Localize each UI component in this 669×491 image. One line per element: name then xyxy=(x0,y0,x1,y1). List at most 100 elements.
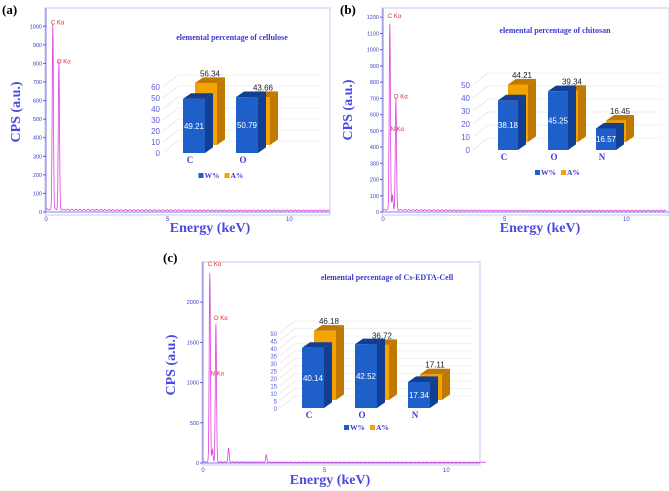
legend-swatch xyxy=(535,170,540,175)
y-tick-label: 300 xyxy=(370,161,379,167)
y-tick-label: 600 xyxy=(370,113,379,119)
inset-y-tick-label: 50 xyxy=(270,332,277,338)
bar-top xyxy=(195,77,225,84)
inset-bar-chart: elemental percentage of cellulose 0 10 20 30… xyxy=(151,33,322,180)
inset-y-tick-label: 30 xyxy=(270,362,277,368)
legend-label: W% xyxy=(350,423,365,432)
y-tick-label: 900 xyxy=(370,64,379,70)
bar-value-label: 38.18 xyxy=(498,121,519,130)
legend-swatch xyxy=(198,173,204,178)
bar-value-label: 17.11 xyxy=(425,361,445,370)
inset-gridline xyxy=(472,137,489,151)
inset-gridline xyxy=(472,85,489,99)
spectrum-line xyxy=(203,273,487,464)
bar-side xyxy=(270,91,278,145)
inset-gridline xyxy=(472,98,489,112)
bar-side xyxy=(377,338,385,408)
inset-y-tick-label: 50 xyxy=(461,81,470,90)
bar-value-label: 43.66 xyxy=(253,83,274,92)
legend-label: A% xyxy=(376,423,389,432)
inset-y-tick-label: 60 xyxy=(151,83,160,92)
legend-swatch xyxy=(224,173,230,178)
spectrum-line xyxy=(383,23,667,212)
legend-label: W% xyxy=(541,168,556,177)
peak-label: C Kα xyxy=(51,20,65,26)
inset-y-tick-label: 35 xyxy=(270,355,277,361)
inset-gridline xyxy=(279,395,296,409)
inset-y-tick-label: 0 xyxy=(274,407,278,413)
panel-label: (a) xyxy=(2,2,17,17)
inset-category-label: O xyxy=(239,155,246,165)
panel-label: (c) xyxy=(163,250,177,265)
legend-label: A% xyxy=(231,171,244,180)
inset-title: elemental percentage of chitosan xyxy=(499,26,611,35)
y-tick-label: 1100 xyxy=(367,31,379,37)
bar-W%-O xyxy=(355,344,377,408)
inset-gridline xyxy=(279,365,296,379)
bar-value-label: 46.18 xyxy=(319,317,340,326)
y-tick-label: 800 xyxy=(33,61,42,67)
bar-top xyxy=(498,94,526,101)
peak-label: O Kα xyxy=(57,59,71,65)
inset-y-tick-label: 0 xyxy=(156,149,161,158)
y-tick-label: 100 xyxy=(33,191,42,197)
bar-W%-N xyxy=(408,381,430,408)
inset-y-tick-label: 20 xyxy=(270,377,277,383)
peak-label: C Kα xyxy=(388,14,402,20)
inset-y-tick-label: 40 xyxy=(461,94,470,103)
inset-category-label: C xyxy=(501,152,508,162)
x-tick-label: 0 xyxy=(381,217,385,223)
bar-W%-O xyxy=(548,91,568,150)
x-axis-label: Energy (keV) xyxy=(290,473,371,488)
inset-y-tick-label: 10 xyxy=(270,392,277,398)
x-tick-label: 10 xyxy=(443,468,450,474)
y-tick-label: 1000 xyxy=(30,24,42,30)
inset-gridline xyxy=(472,72,489,86)
legend-swatch xyxy=(344,425,349,430)
bar-W%-C xyxy=(183,98,205,153)
bar-top xyxy=(606,115,634,121)
inset-category-label: O xyxy=(358,410,365,420)
bar-side xyxy=(324,342,332,408)
bar-top xyxy=(314,325,344,331)
inset-gridline xyxy=(279,343,296,356)
y-tick-label: 0 xyxy=(376,210,379,216)
bar-W%-C xyxy=(498,100,518,150)
bar-top xyxy=(548,85,576,92)
x-axis-label: Energy (keV) xyxy=(500,221,581,236)
inset-category-label: C xyxy=(306,410,313,420)
y-tick-label: 2000 xyxy=(187,300,199,306)
panel-b: (b)0100200300400500600700800900100011001… xyxy=(340,2,669,236)
y-axis-label: CPS (a.u.) xyxy=(9,81,24,142)
y-tick-label: 800 xyxy=(370,80,379,86)
bar-side xyxy=(578,85,586,142)
inset-gridline xyxy=(279,335,296,349)
bar-top xyxy=(420,368,450,375)
peak-label: O Kα xyxy=(214,316,228,322)
legend-label: A% xyxy=(567,168,580,177)
inset-gridline xyxy=(162,74,179,88)
bar-W%-C xyxy=(302,347,324,408)
bar-value-label: 44.21 xyxy=(512,71,533,80)
inset-bar-chart: elemental percentage of chitosan 0 10 20 30 4… xyxy=(461,26,661,177)
bar-value-label: 40.14 xyxy=(303,374,324,383)
inset-gridline xyxy=(279,328,296,341)
inset-y-tick-label: 5 xyxy=(274,400,278,406)
bar-side xyxy=(336,325,344,400)
bar-side xyxy=(528,78,536,142)
inset-y-tick-label: 20 xyxy=(461,120,470,129)
bar-value-label: 45.25 xyxy=(548,117,569,126)
inset-y-tick-label: 30 xyxy=(151,116,160,125)
y-tick-label: 1200 xyxy=(367,15,379,21)
bar-top xyxy=(302,342,332,348)
peak-label: N Kα xyxy=(210,371,224,377)
bar-top xyxy=(236,91,266,98)
inset-title: elemental percentage of Cs-EDTA-Cell xyxy=(321,273,454,282)
inset-y-tick-label: 40 xyxy=(270,347,277,353)
bar-side xyxy=(430,376,438,408)
y-tick-label: 100 xyxy=(370,194,379,200)
inset-gridline xyxy=(279,350,296,364)
y-tick-label: 200 xyxy=(370,178,379,184)
inset-gridline xyxy=(279,358,296,371)
inset-y-tick-label: 0 xyxy=(466,146,471,155)
